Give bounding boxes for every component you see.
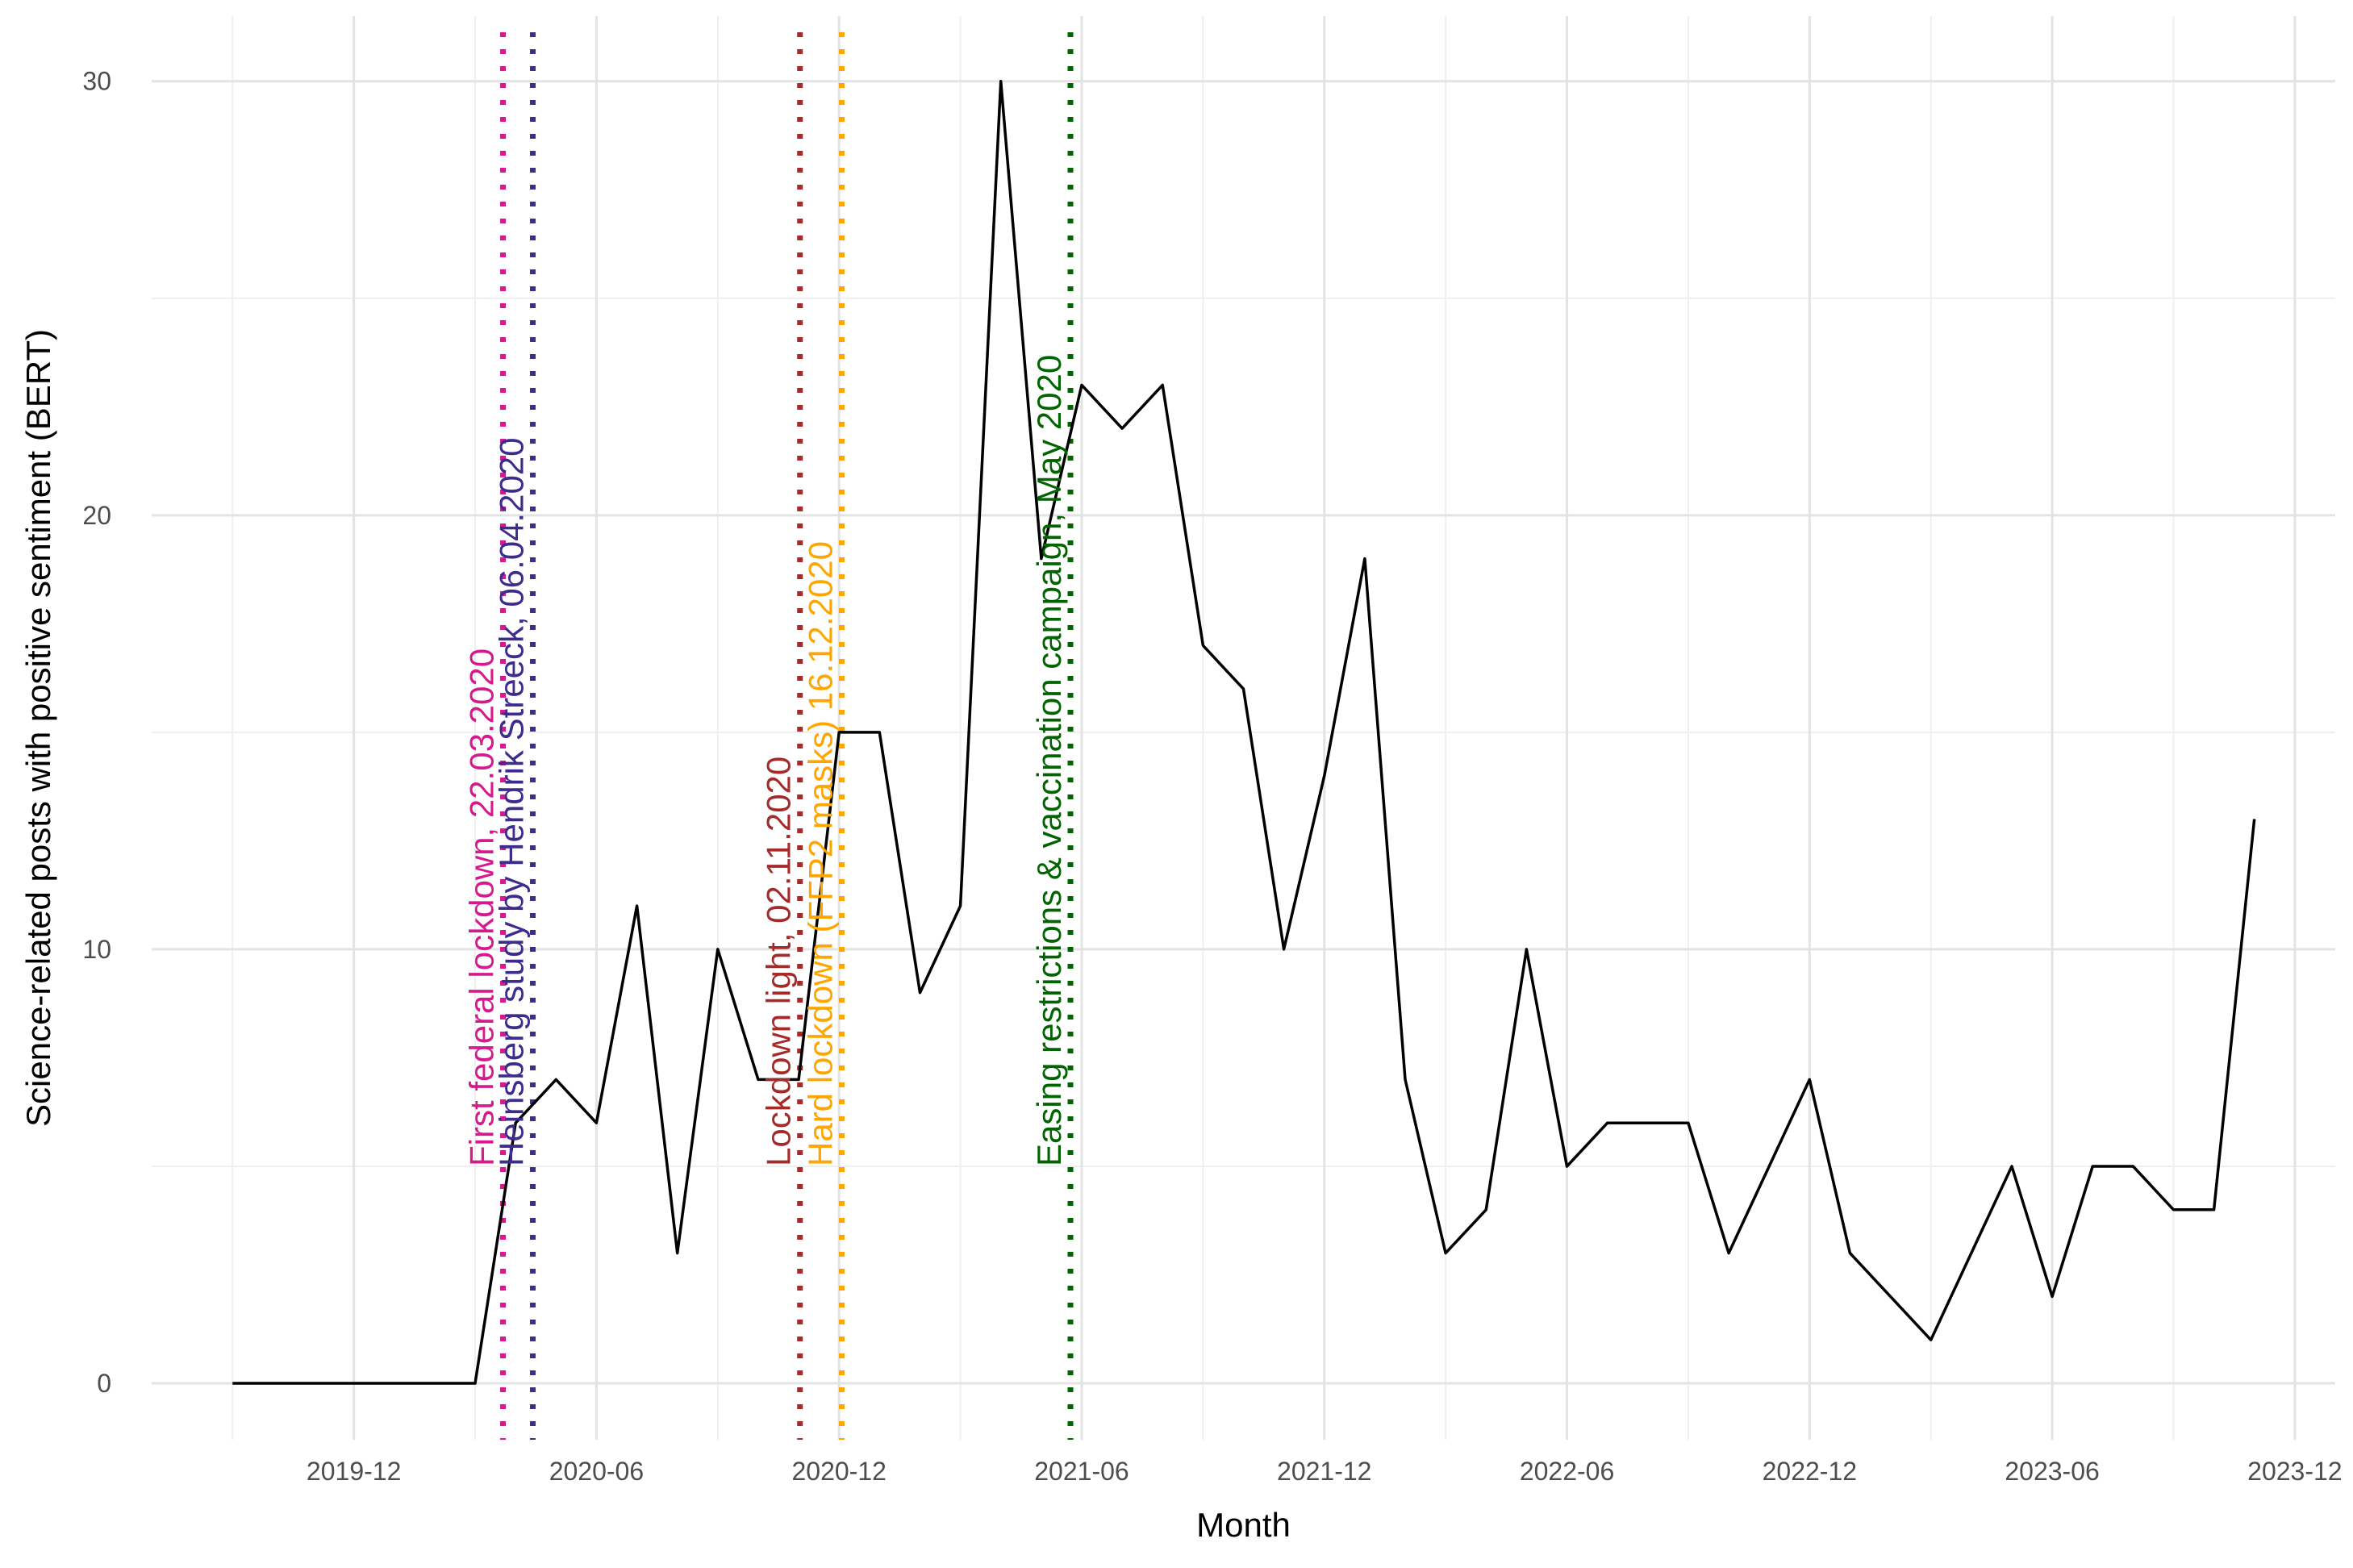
event-label: Heinsberg study by Hendrik Streeck, 06.0… [493,437,531,1166]
x-tick-label: 2023-06 [2005,1457,2099,1486]
x-tick-label: 2020-12 [791,1457,886,1486]
series-line [232,79,2256,1385]
event-label: Hard lockdown (FFP2 masks) 16.12.2020 [801,541,839,1166]
x-tick-label: 2021-06 [1034,1457,1129,1486]
x-tick-label: 2022-06 [1520,1457,1614,1486]
y-axis-ticks: 0 10 20 30 [82,67,111,1398]
x-tick-label: 2020-06 [549,1457,644,1486]
event-lines [500,32,1074,1440]
x-axis-ticks: 2019-12 2020-06 2020-12 2021-06 2021-12 2022-… [307,1457,2343,1486]
y-tick-label: 30 [82,67,111,96]
y-tick-label: 10 [82,935,111,964]
x-tick-label: 2023-12 [2247,1457,2342,1486]
x-axis-title: Month [1196,1506,1291,1544]
y-tick-label: 0 [97,1369,111,1398]
major-gridlines [152,16,2335,1440]
x-tick-label: 2021-12 [1277,1457,1371,1486]
y-axis-title: Science-related posts with positive sent… [19,329,57,1127]
event-label: Easing restrictions & vaccination campai… [1030,355,1068,1166]
event-label: Lockdown light, 02.11.2020 [760,757,798,1166]
minor-gridlines [152,16,2335,1440]
series-lines [232,79,2256,1385]
event-label: First federal lockdown, 22.03.2020 [463,648,501,1166]
event-labels: First federal lockdown, 22.03.2020Heinsb… [463,355,1068,1166]
x-tick-label: 2022-12 [1763,1457,1857,1486]
x-tick-label: 2019-12 [307,1457,401,1486]
y-tick-label: 20 [82,501,111,530]
